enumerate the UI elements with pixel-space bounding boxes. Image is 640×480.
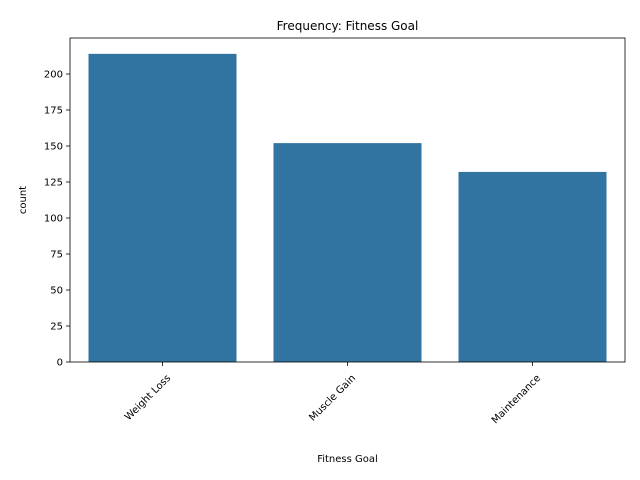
y-tick-label: 0 [57,358,63,369]
x-tick-label: Maintenance [490,373,543,426]
y-tick-label: 150 [44,142,63,153]
y-tick-label: 125 [44,178,63,189]
y-axis-label: count [18,186,29,214]
y-tick-label: 25 [50,322,63,333]
plot-frame [69,37,626,363]
bars-group [88,53,607,363]
y-tick-label: 100 [44,214,63,225]
x-tick-label: Muscle Gain [307,373,358,424]
y-tick-label: 175 [44,106,63,117]
y-tick-label: 200 [44,70,63,81]
bar-weight-loss [88,53,237,363]
y-axis: 0 25 50 75 100 125 150 175 200 [44,70,70,369]
x-axis: Weight Loss Muscle Gain Maintenance [123,362,543,426]
bar-maintenance [458,171,607,362]
x-tick-label: Weight Loss [123,373,173,423]
bar-muscle-gain [273,143,422,362]
plot-border [69,37,626,363]
x-axis-label: Fitness Goal [317,454,378,465]
chart-title: Frequency: Fitness Goal [277,19,419,33]
y-tick-label: 50 [50,286,63,297]
y-tick-label: 75 [50,250,63,261]
